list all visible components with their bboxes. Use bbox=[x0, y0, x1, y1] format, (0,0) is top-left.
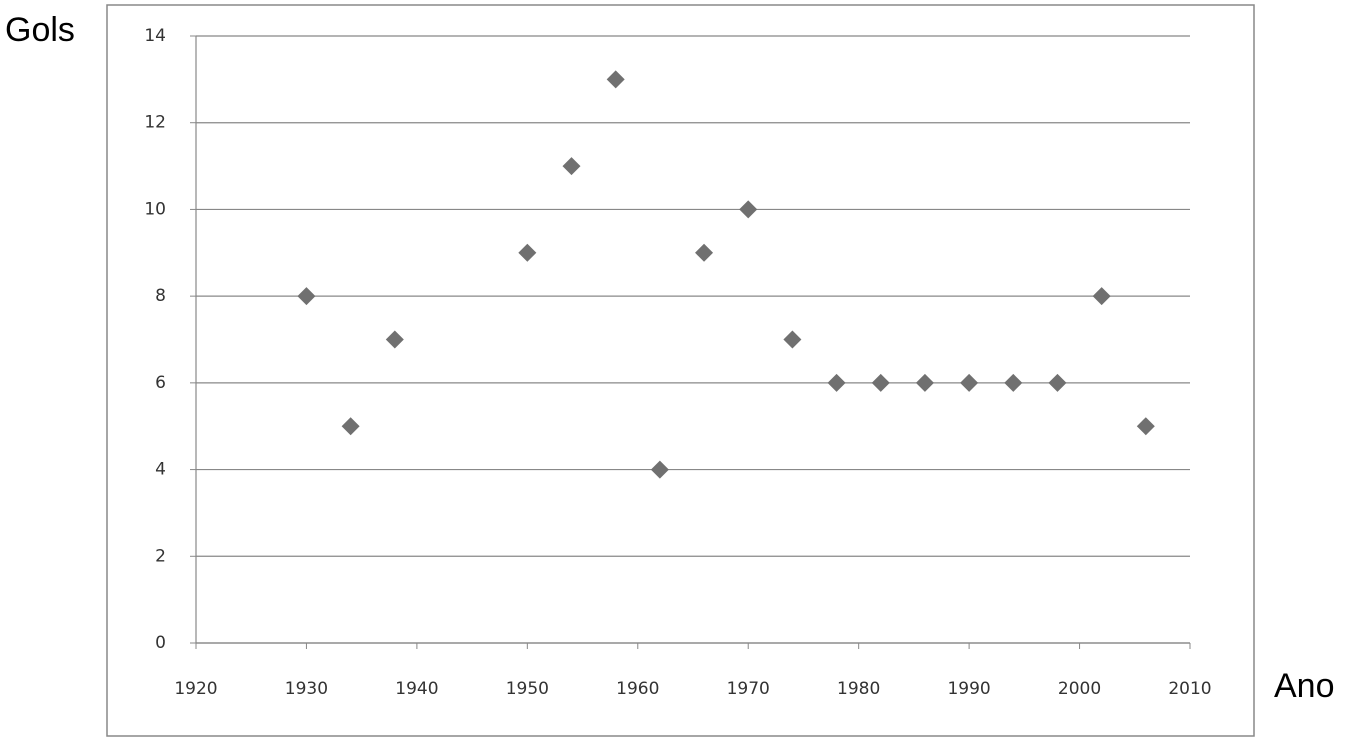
marker bbox=[915, 373, 934, 392]
y-tick-label: 14 bbox=[144, 26, 166, 46]
marker bbox=[1004, 373, 1023, 392]
x-tick-label: 1920 bbox=[174, 679, 217, 699]
marker bbox=[871, 373, 890, 392]
x-tick-label: 2000 bbox=[1058, 679, 1101, 699]
marker bbox=[518, 243, 537, 262]
marker bbox=[1136, 417, 1155, 436]
x-tick-label: 1980 bbox=[837, 679, 880, 699]
x-tick-label: 1940 bbox=[395, 679, 438, 699]
y-axis-label: Gols bbox=[5, 11, 75, 49]
y-tick-label: 0 bbox=[155, 633, 166, 653]
x-tick-label: 2010 bbox=[1168, 679, 1211, 699]
marker bbox=[739, 200, 758, 219]
x-tick-label: 1950 bbox=[506, 679, 549, 699]
marker bbox=[341, 417, 360, 436]
y-tick-label: 6 bbox=[155, 373, 166, 393]
x-tick-label: 1960 bbox=[616, 679, 659, 699]
marker bbox=[650, 460, 669, 479]
marker bbox=[562, 157, 581, 176]
marker bbox=[827, 373, 846, 392]
marker bbox=[960, 373, 979, 392]
y-tick-label: 4 bbox=[155, 460, 166, 480]
marker bbox=[297, 287, 316, 306]
x-tick-label: 1990 bbox=[947, 679, 990, 699]
x-axis-label: Ano bbox=[1274, 667, 1335, 705]
marker bbox=[695, 243, 714, 262]
y-tick-label: 10 bbox=[144, 199, 166, 219]
y-tick-label: 8 bbox=[155, 286, 166, 306]
chart-frame bbox=[106, 4, 1255, 737]
y-tick-label: 12 bbox=[144, 113, 166, 133]
y-tick-label: 2 bbox=[155, 546, 166, 566]
marker bbox=[606, 70, 625, 89]
marker bbox=[783, 330, 802, 349]
marker bbox=[1092, 287, 1111, 306]
x-tick-label: 1970 bbox=[727, 679, 770, 699]
marker bbox=[385, 330, 404, 349]
x-tick-label: 1930 bbox=[285, 679, 328, 699]
marker bbox=[1048, 373, 1067, 392]
